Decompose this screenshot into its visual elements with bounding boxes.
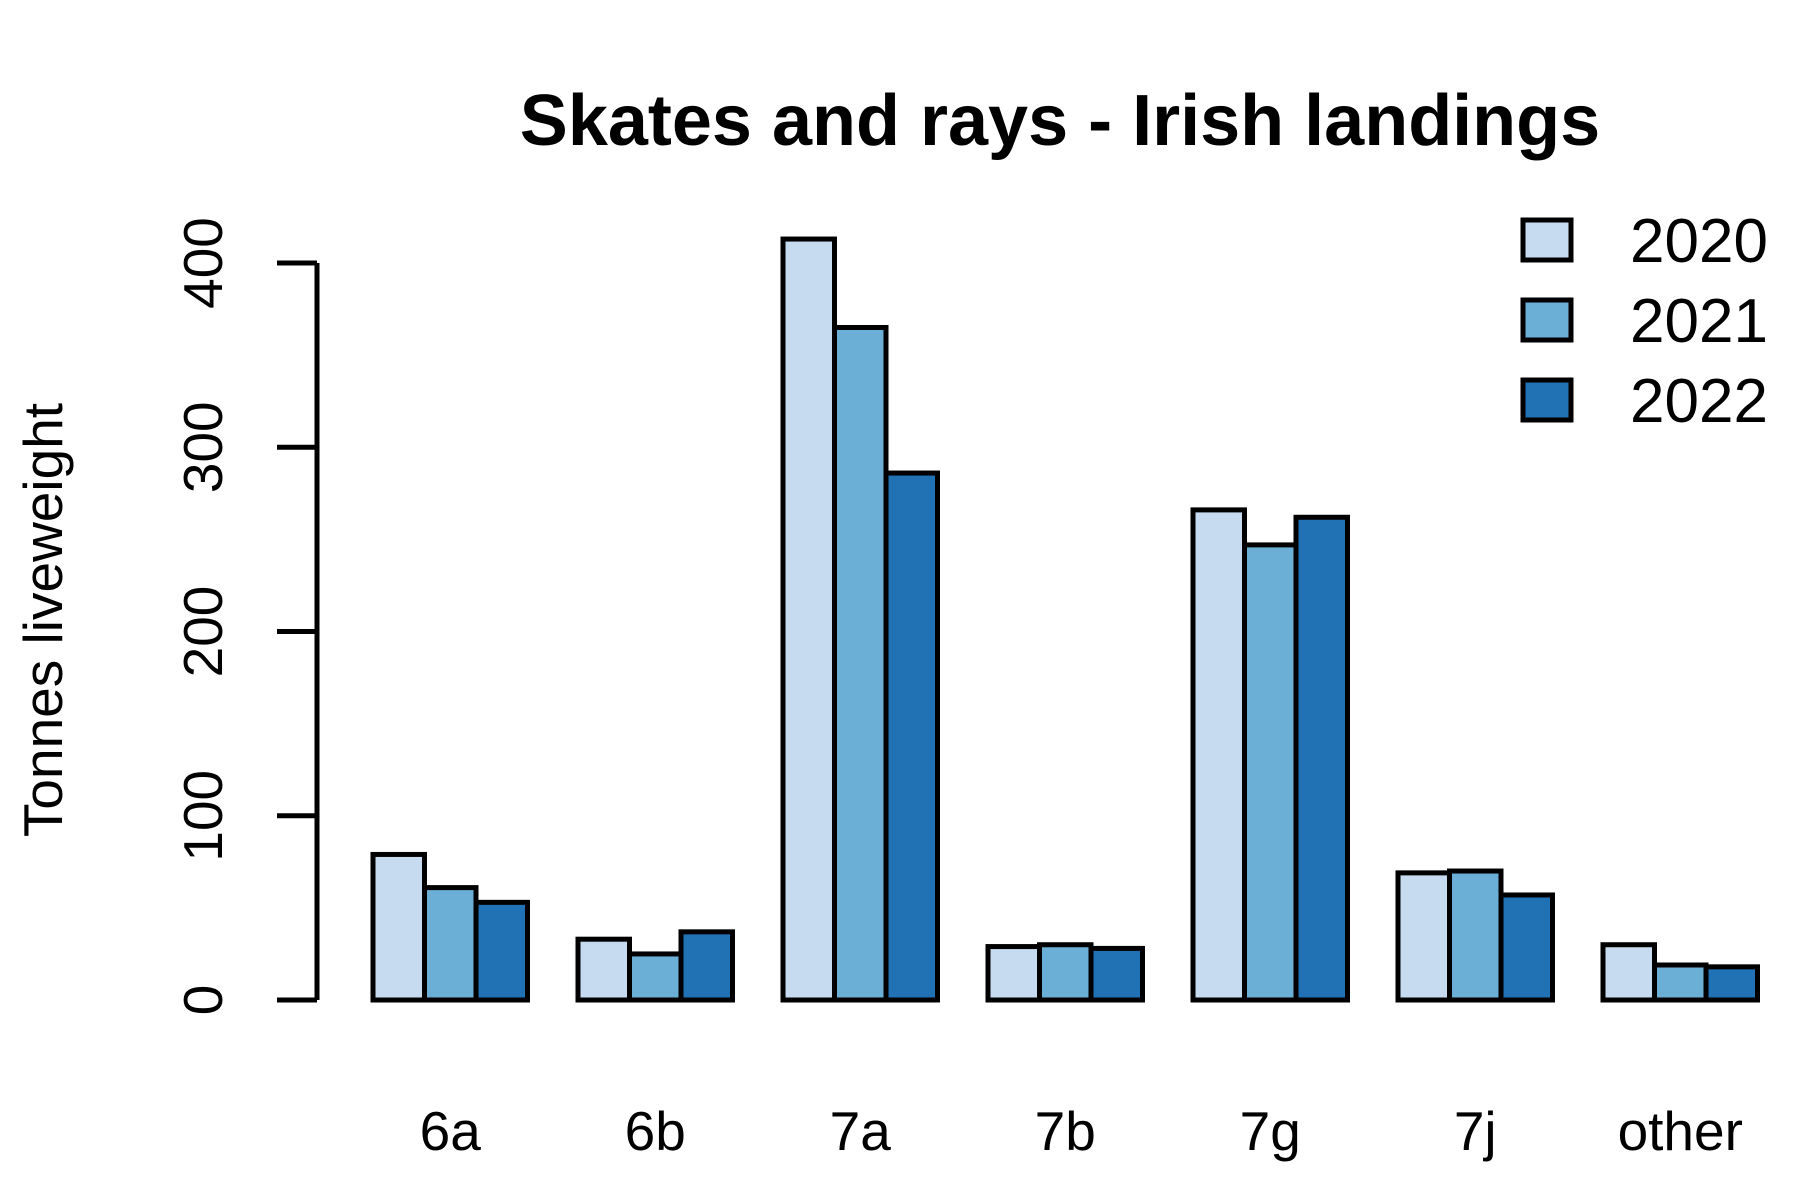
legend-label-2021: 2021 <box>1630 287 1768 356</box>
legend-swatch-2020 <box>1520 217 1574 263</box>
bars-group <box>370 236 1760 1003</box>
category-labels: 6a 6b 7a 7b 7g 7j other <box>420 1100 1743 1162</box>
bar-7j-2021 <box>1447 868 1504 1003</box>
y-axis-label: Tonnes liveweight <box>12 403 74 837</box>
y-tick-label-0: 0 <box>172 985 234 1016</box>
x-tick-label-7j: 7j <box>1454 1100 1497 1162</box>
x-tick-label-7g: 7g <box>1240 1100 1301 1162</box>
bar-other-2020 <box>1600 942 1657 1003</box>
bar-6b-2022 <box>678 929 735 1003</box>
legend-swatch-2022 <box>1520 377 1574 423</box>
legend-label-2020: 2020 <box>1630 207 1768 276</box>
bar-6b-2020 <box>575 936 632 1003</box>
bar-7b-2021 <box>1037 942 1094 1003</box>
bar-other-2022 <box>1703 964 1760 1003</box>
y-tick-label-300: 300 <box>172 401 234 493</box>
y-tick-label-400: 400 <box>172 217 234 309</box>
bar-7a-2022 <box>883 470 940 1003</box>
x-tick-label-6a: 6a <box>420 1100 482 1162</box>
x-tick-label-other: other <box>1618 1100 1743 1162</box>
y-tick-label-100: 100 <box>172 770 234 862</box>
legend: 2020 2021 2022 <box>1520 207 1768 436</box>
legend-swatch-2021 <box>1520 297 1574 343</box>
bar-7g-2022 <box>1293 514 1350 1003</box>
bar-7a-2020 <box>780 236 837 1003</box>
bar-6a-2020 <box>370 851 427 1003</box>
bar-7b-2022 <box>1088 945 1145 1003</box>
bar-7b-2020 <box>985 944 1042 1003</box>
x-tick-label-6b: 6b <box>625 1100 686 1162</box>
bar-6b-2021 <box>627 951 684 1003</box>
x-tick-label-7b: 7b <box>1035 1100 1096 1162</box>
bar-6a-2022 <box>473 899 530 1003</box>
bar-7g-2020 <box>1190 507 1247 1003</box>
bar-6a-2021 <box>422 885 479 1003</box>
y-tick-label-200: 200 <box>172 586 234 678</box>
y-axis: 0 100 200 300 400 <box>172 217 320 1016</box>
legend-label-2022: 2022 <box>1630 367 1768 436</box>
x-tick-label-7a: 7a <box>830 1100 892 1162</box>
bar-7j-2022 <box>1498 892 1555 1003</box>
bar-other-2021 <box>1652 962 1709 1003</box>
bar-7a-2021 <box>832 324 889 1003</box>
bar-7j-2020 <box>1395 870 1452 1003</box>
bar-7g-2021 <box>1242 542 1299 1003</box>
chart-title: Skates and rays - Irish landings <box>520 81 1600 161</box>
